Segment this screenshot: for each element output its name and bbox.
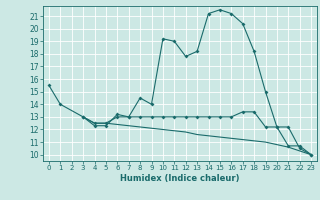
X-axis label: Humidex (Indice chaleur): Humidex (Indice chaleur) <box>120 174 240 183</box>
